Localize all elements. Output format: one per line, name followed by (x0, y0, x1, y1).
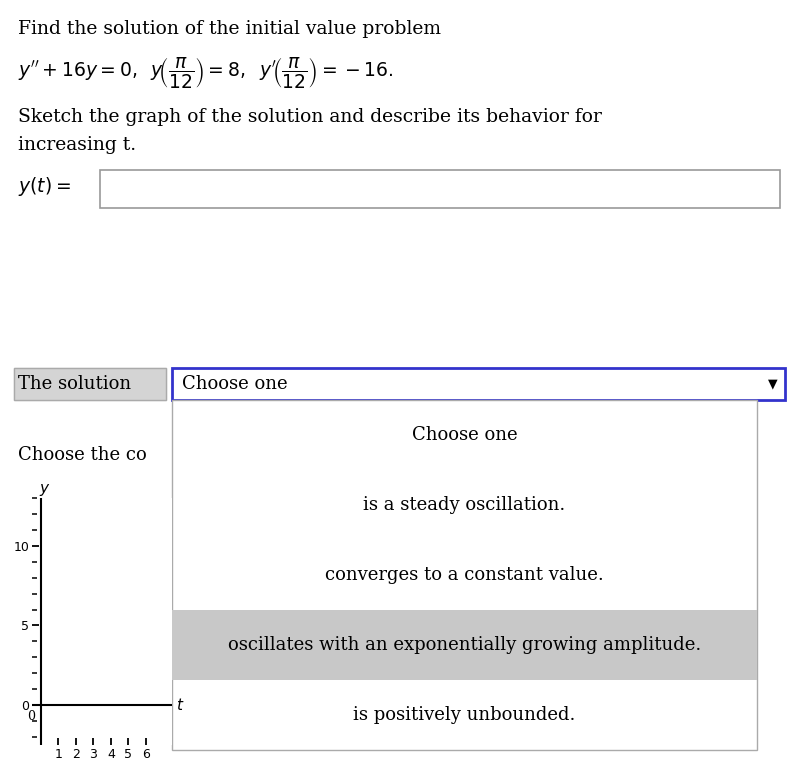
Text: The solution: The solution (18, 375, 131, 393)
Text: $y$: $y$ (38, 482, 50, 498)
Bar (14, 368, 166, 400)
Text: Choose one: Choose one (412, 426, 517, 444)
Text: increasing t.: increasing t. (18, 136, 136, 154)
Bar (100, 170, 780, 208)
Bar (172, 368, 785, 400)
Bar (172, 610, 757, 680)
Text: Choose one: Choose one (182, 375, 288, 393)
Text: $y'' + 16y = 0, \;\; y\!\left(\dfrac{\pi}{12}\right) = 8, \;\; y'\!\left(\dfrac{: $y'' + 16y = 0, \;\; y\!\left(\dfrac{\pi… (18, 55, 393, 90)
Bar (172, 400, 757, 750)
Text: Choose the co: Choose the co (18, 446, 147, 464)
Text: Find the solution of the initial value problem: Find the solution of the initial value p… (18, 20, 441, 38)
Text: is a steady oscillation.: is a steady oscillation. (364, 496, 566, 514)
Text: 0: 0 (27, 710, 35, 723)
Text: $y(t) =$: $y(t) =$ (18, 175, 71, 198)
Text: converges to a constant value.: converges to a constant value. (325, 566, 604, 584)
Bar (14, 368, 166, 400)
Text: $t$: $t$ (175, 697, 184, 713)
Text: oscillates with an exponentially growing amplitude.: oscillates with an exponentially growing… (227, 636, 701, 654)
Text: ▼: ▼ (768, 378, 778, 391)
Text: is positively unbounded.: is positively unbounded. (353, 706, 576, 724)
Text: Sketch the graph of the solution and describe its behavior for: Sketch the graph of the solution and des… (18, 108, 602, 126)
